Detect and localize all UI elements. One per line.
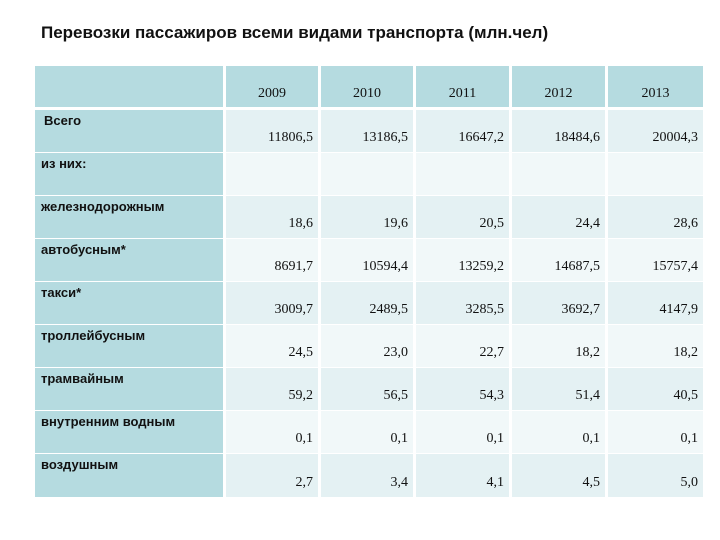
table-cell: 3692,7 bbox=[512, 282, 608, 325]
table-cell: 0,1 bbox=[512, 411, 608, 454]
table-row-inland-water: внутренним водным 0,1 0,1 0,1 0,1 0,1 bbox=[35, 411, 703, 454]
table-row-trolleybus: троллейбусным 24,5 23,0 22,7 18,2 18,2 bbox=[35, 325, 703, 368]
table-cell: 54,3 bbox=[416, 368, 512, 411]
row-label: воздушным bbox=[35, 454, 226, 498]
table-cell: 0,1 bbox=[416, 411, 512, 454]
header-row: 2009 2010 2011 2012 2013 bbox=[35, 66, 703, 110]
table-cell: 3285,5 bbox=[416, 282, 512, 325]
header-corner-cell bbox=[35, 66, 226, 110]
table-cell: 51,4 bbox=[512, 368, 608, 411]
table-cell: 11806,5 bbox=[226, 110, 321, 153]
year-header-2010: 2010 bbox=[321, 66, 416, 110]
table-cell: 20,5 bbox=[416, 196, 512, 239]
table-cell bbox=[608, 153, 703, 196]
table-cell bbox=[416, 153, 512, 196]
table-cell: 13259,2 bbox=[416, 239, 512, 282]
table-cell: 4147,9 bbox=[608, 282, 703, 325]
table-row-air: воздушным 2,7 3,4 4,1 4,5 5,0 bbox=[35, 454, 703, 498]
table-cell: 24,5 bbox=[226, 325, 321, 368]
table-row-total: Всего 11806,5 13186,5 16647,2 18484,6 20… bbox=[35, 110, 703, 153]
row-label: троллейбусным bbox=[35, 325, 226, 368]
table-cell: 22,7 bbox=[416, 325, 512, 368]
table-cell: 2489,5 bbox=[321, 282, 416, 325]
table-cell: 4,1 bbox=[416, 454, 512, 498]
table-cell: 5,0 bbox=[608, 454, 703, 498]
table-cell: 18,2 bbox=[512, 325, 608, 368]
table-cell bbox=[226, 153, 321, 196]
table-cell: 19,6 bbox=[321, 196, 416, 239]
row-label: такси* bbox=[35, 282, 226, 325]
table-row-of-which: из них: bbox=[35, 153, 703, 196]
row-label: трамвайным bbox=[35, 368, 226, 411]
table-cell: 4,5 bbox=[512, 454, 608, 498]
year-header-2012: 2012 bbox=[512, 66, 608, 110]
year-header-2011: 2011 bbox=[416, 66, 512, 110]
table-cell: 3,4 bbox=[321, 454, 416, 498]
table-cell: 59,2 bbox=[226, 368, 321, 411]
year-header-2013: 2013 bbox=[608, 66, 703, 110]
table-row-tram: трамвайным 59,2 56,5 54,3 51,4 40,5 bbox=[35, 368, 703, 411]
table-cell: 40,5 bbox=[608, 368, 703, 411]
table-cell: 14687,5 bbox=[512, 239, 608, 282]
table-cell: 56,5 bbox=[321, 368, 416, 411]
table-cell: 18484,6 bbox=[512, 110, 608, 153]
table-cell: 18,2 bbox=[608, 325, 703, 368]
page-title: Перевозки пассажиров всеми видами трансп… bbox=[41, 23, 549, 42]
table-cell: 13186,5 bbox=[321, 110, 416, 153]
transport-table: 2009 2010 2011 2012 2013 Всего 11806,5 1… bbox=[35, 66, 703, 498]
table-cell: 28,6 bbox=[608, 196, 703, 239]
table-cell: 18,6 bbox=[226, 196, 321, 239]
year-header-2009: 2009 bbox=[226, 66, 321, 110]
table-cell: 15757,4 bbox=[608, 239, 703, 282]
table-cell: 23,0 bbox=[321, 325, 416, 368]
row-label: Всего bbox=[35, 110, 226, 153]
table-cell: 2,7 bbox=[226, 454, 321, 498]
table-cell: 3009,7 bbox=[226, 282, 321, 325]
row-label: автобусным* bbox=[35, 239, 226, 282]
row-label: внутренним водным bbox=[35, 411, 226, 454]
table-cell bbox=[512, 153, 608, 196]
table-cell: 10594,4 bbox=[321, 239, 416, 282]
table-row-bus: автобусным* 8691,7 10594,4 13259,2 14687… bbox=[35, 239, 703, 282]
table-cell: 8691,7 bbox=[226, 239, 321, 282]
table-cell: 0,1 bbox=[608, 411, 703, 454]
table-row-taxi: такси* 3009,7 2489,5 3285,5 3692,7 4147,… bbox=[35, 282, 703, 325]
table-row-railway: железнодорожным 18,6 19,6 20,5 24,4 28,6 bbox=[35, 196, 703, 239]
row-label: из них: bbox=[35, 153, 226, 196]
table-cell: 20004,3 bbox=[608, 110, 703, 153]
table-cell: 16647,2 bbox=[416, 110, 512, 153]
table-cell bbox=[321, 153, 416, 196]
table-cell: 0,1 bbox=[226, 411, 321, 454]
row-label: железнодорожным bbox=[35, 196, 226, 239]
table-cell: 0,1 bbox=[321, 411, 416, 454]
table-cell: 24,4 bbox=[512, 196, 608, 239]
